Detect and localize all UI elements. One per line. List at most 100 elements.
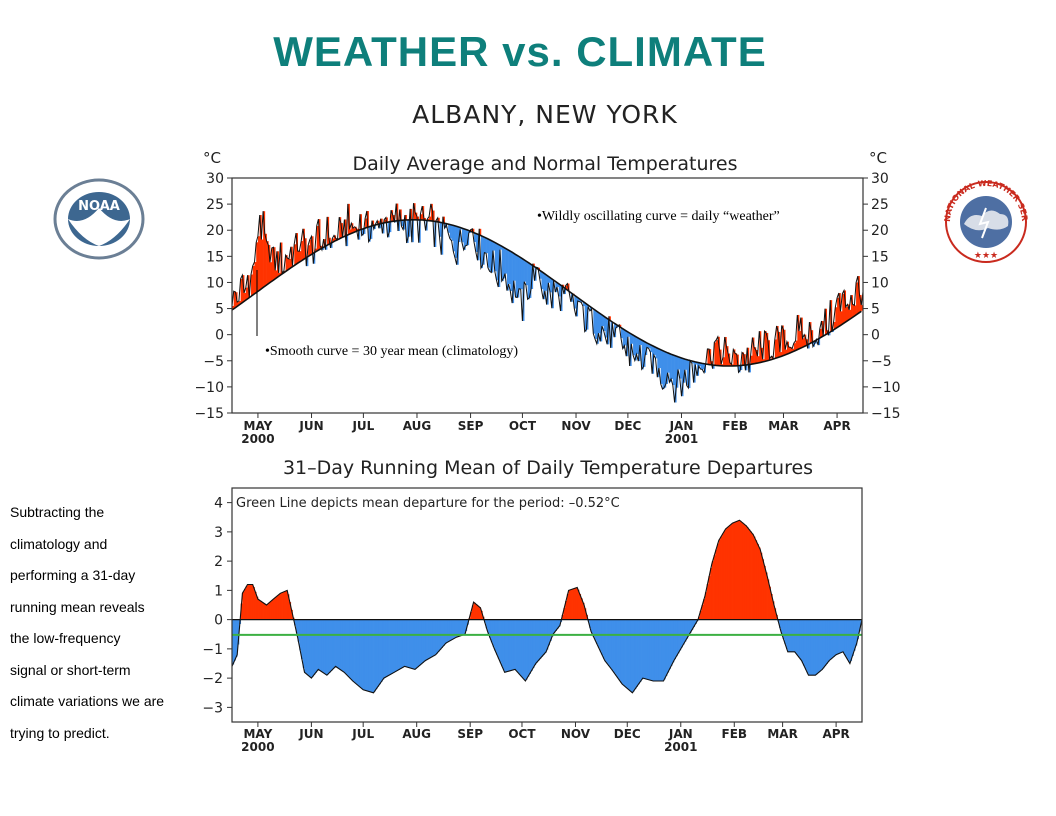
departure-fill (765, 572, 768, 620)
departure-bar (518, 257, 522, 289)
departure-bar (624, 330, 627, 346)
departure-bar (849, 309, 852, 320)
departure-bar (266, 241, 269, 285)
x-tick-label: SEP (458, 419, 484, 433)
departure-bar (401, 220, 404, 227)
departure-bar (691, 361, 694, 364)
departure-bar (508, 250, 511, 285)
explanation-line: Subtracting the (10, 504, 105, 520)
departure-bar (664, 351, 667, 388)
departure-fill (592, 619, 595, 637)
annotation-weather: •Wildly oscillating curve = daily “weath… (537, 209, 780, 224)
departure-bar (512, 252, 515, 304)
departure-bar (302, 228, 305, 260)
departure-fill (351, 619, 354, 681)
departure-bar (394, 220, 397, 223)
departure-bar (486, 238, 489, 254)
departure-bar (667, 353, 670, 373)
departure-bar (693, 361, 696, 383)
departure-bar (591, 308, 594, 309)
departure-fill (333, 619, 336, 668)
departure-fill (575, 587, 578, 620)
departure-fill (313, 619, 316, 675)
departure-fill (625, 619, 628, 688)
x-tick-label: DEC (614, 419, 641, 433)
departure-bar (752, 337, 755, 364)
departure-bar (389, 221, 392, 233)
y-tick-label: 4 (214, 496, 223, 512)
departure-bar (589, 306, 592, 311)
departure-fill (285, 590, 288, 620)
departure-bar (681, 358, 684, 397)
departure-bar (741, 352, 745, 366)
departure-fill (456, 619, 459, 637)
departure-fill (383, 619, 387, 678)
departure-fill (413, 619, 416, 670)
departure-bar (707, 348, 710, 365)
departure-fill (661, 619, 664, 682)
departure-bar (551, 279, 554, 309)
departure-fill (433, 619, 437, 656)
departure-fill (792, 619, 796, 652)
departure-bar (425, 220, 428, 231)
departure-fill (799, 619, 802, 660)
departure-fill (385, 619, 388, 677)
departure-fill (283, 591, 286, 620)
departure-bar (845, 306, 848, 322)
departure-fill (257, 599, 261, 620)
departure-fill (352, 619, 355, 682)
departure-bar (327, 216, 330, 245)
departure-fill (789, 619, 792, 652)
departure-bar (612, 322, 615, 324)
departure-bar (325, 245, 328, 250)
departure-bar (712, 365, 715, 369)
departure-bar (859, 294, 862, 312)
departure-bar (276, 251, 279, 277)
departure-bar (634, 336, 637, 361)
departure-bar (292, 265, 295, 267)
plot-frame (231, 487, 863, 723)
departure-fill (692, 619, 695, 627)
departure-bar (596, 311, 599, 344)
departure-bar (740, 365, 743, 371)
departure-bar (491, 241, 494, 273)
departure-bar (710, 361, 713, 365)
departure-fill (727, 526, 730, 620)
departure-fill (578, 594, 582, 620)
x-tick-label: DEC (614, 727, 641, 741)
departure-bar (728, 353, 731, 366)
departure-bar (477, 234, 480, 261)
y-tick-label-right: 30 (871, 171, 889, 187)
departure-fill (656, 619, 659, 682)
departure-bar (353, 228, 356, 233)
departure-fill (496, 619, 499, 655)
departure-fill (620, 619, 623, 683)
departure-bar (802, 338, 805, 347)
departure-fill (654, 619, 658, 682)
departure-fill (461, 619, 464, 636)
departure-fill (527, 619, 530, 677)
y-tick-label-left: −10 (194, 380, 224, 396)
departure-bar (251, 274, 254, 296)
departure-fill (427, 619, 430, 660)
departure-fill (292, 617, 295, 620)
departure-fill (425, 619, 428, 661)
departure-fill (301, 619, 304, 660)
departure-fill (451, 619, 454, 640)
departure-bar (368, 226, 371, 242)
departure-fill (278, 594, 281, 620)
departure-fill (263, 603, 266, 620)
x-tick-sublabel: 2000 (241, 740, 274, 754)
departure-bar (460, 227, 463, 230)
departure-bar (574, 295, 577, 309)
departure-fill (516, 619, 519, 673)
departure-fill (846, 619, 849, 660)
departure-bar (442, 216, 445, 224)
departure-fill (430, 619, 433, 658)
departure-fill (501, 619, 504, 667)
departure-bar (761, 347, 764, 363)
departure-fill (468, 618, 471, 620)
departure-bar (795, 340, 798, 351)
departure-fill (537, 619, 540, 661)
departure-fill (754, 540, 758, 620)
